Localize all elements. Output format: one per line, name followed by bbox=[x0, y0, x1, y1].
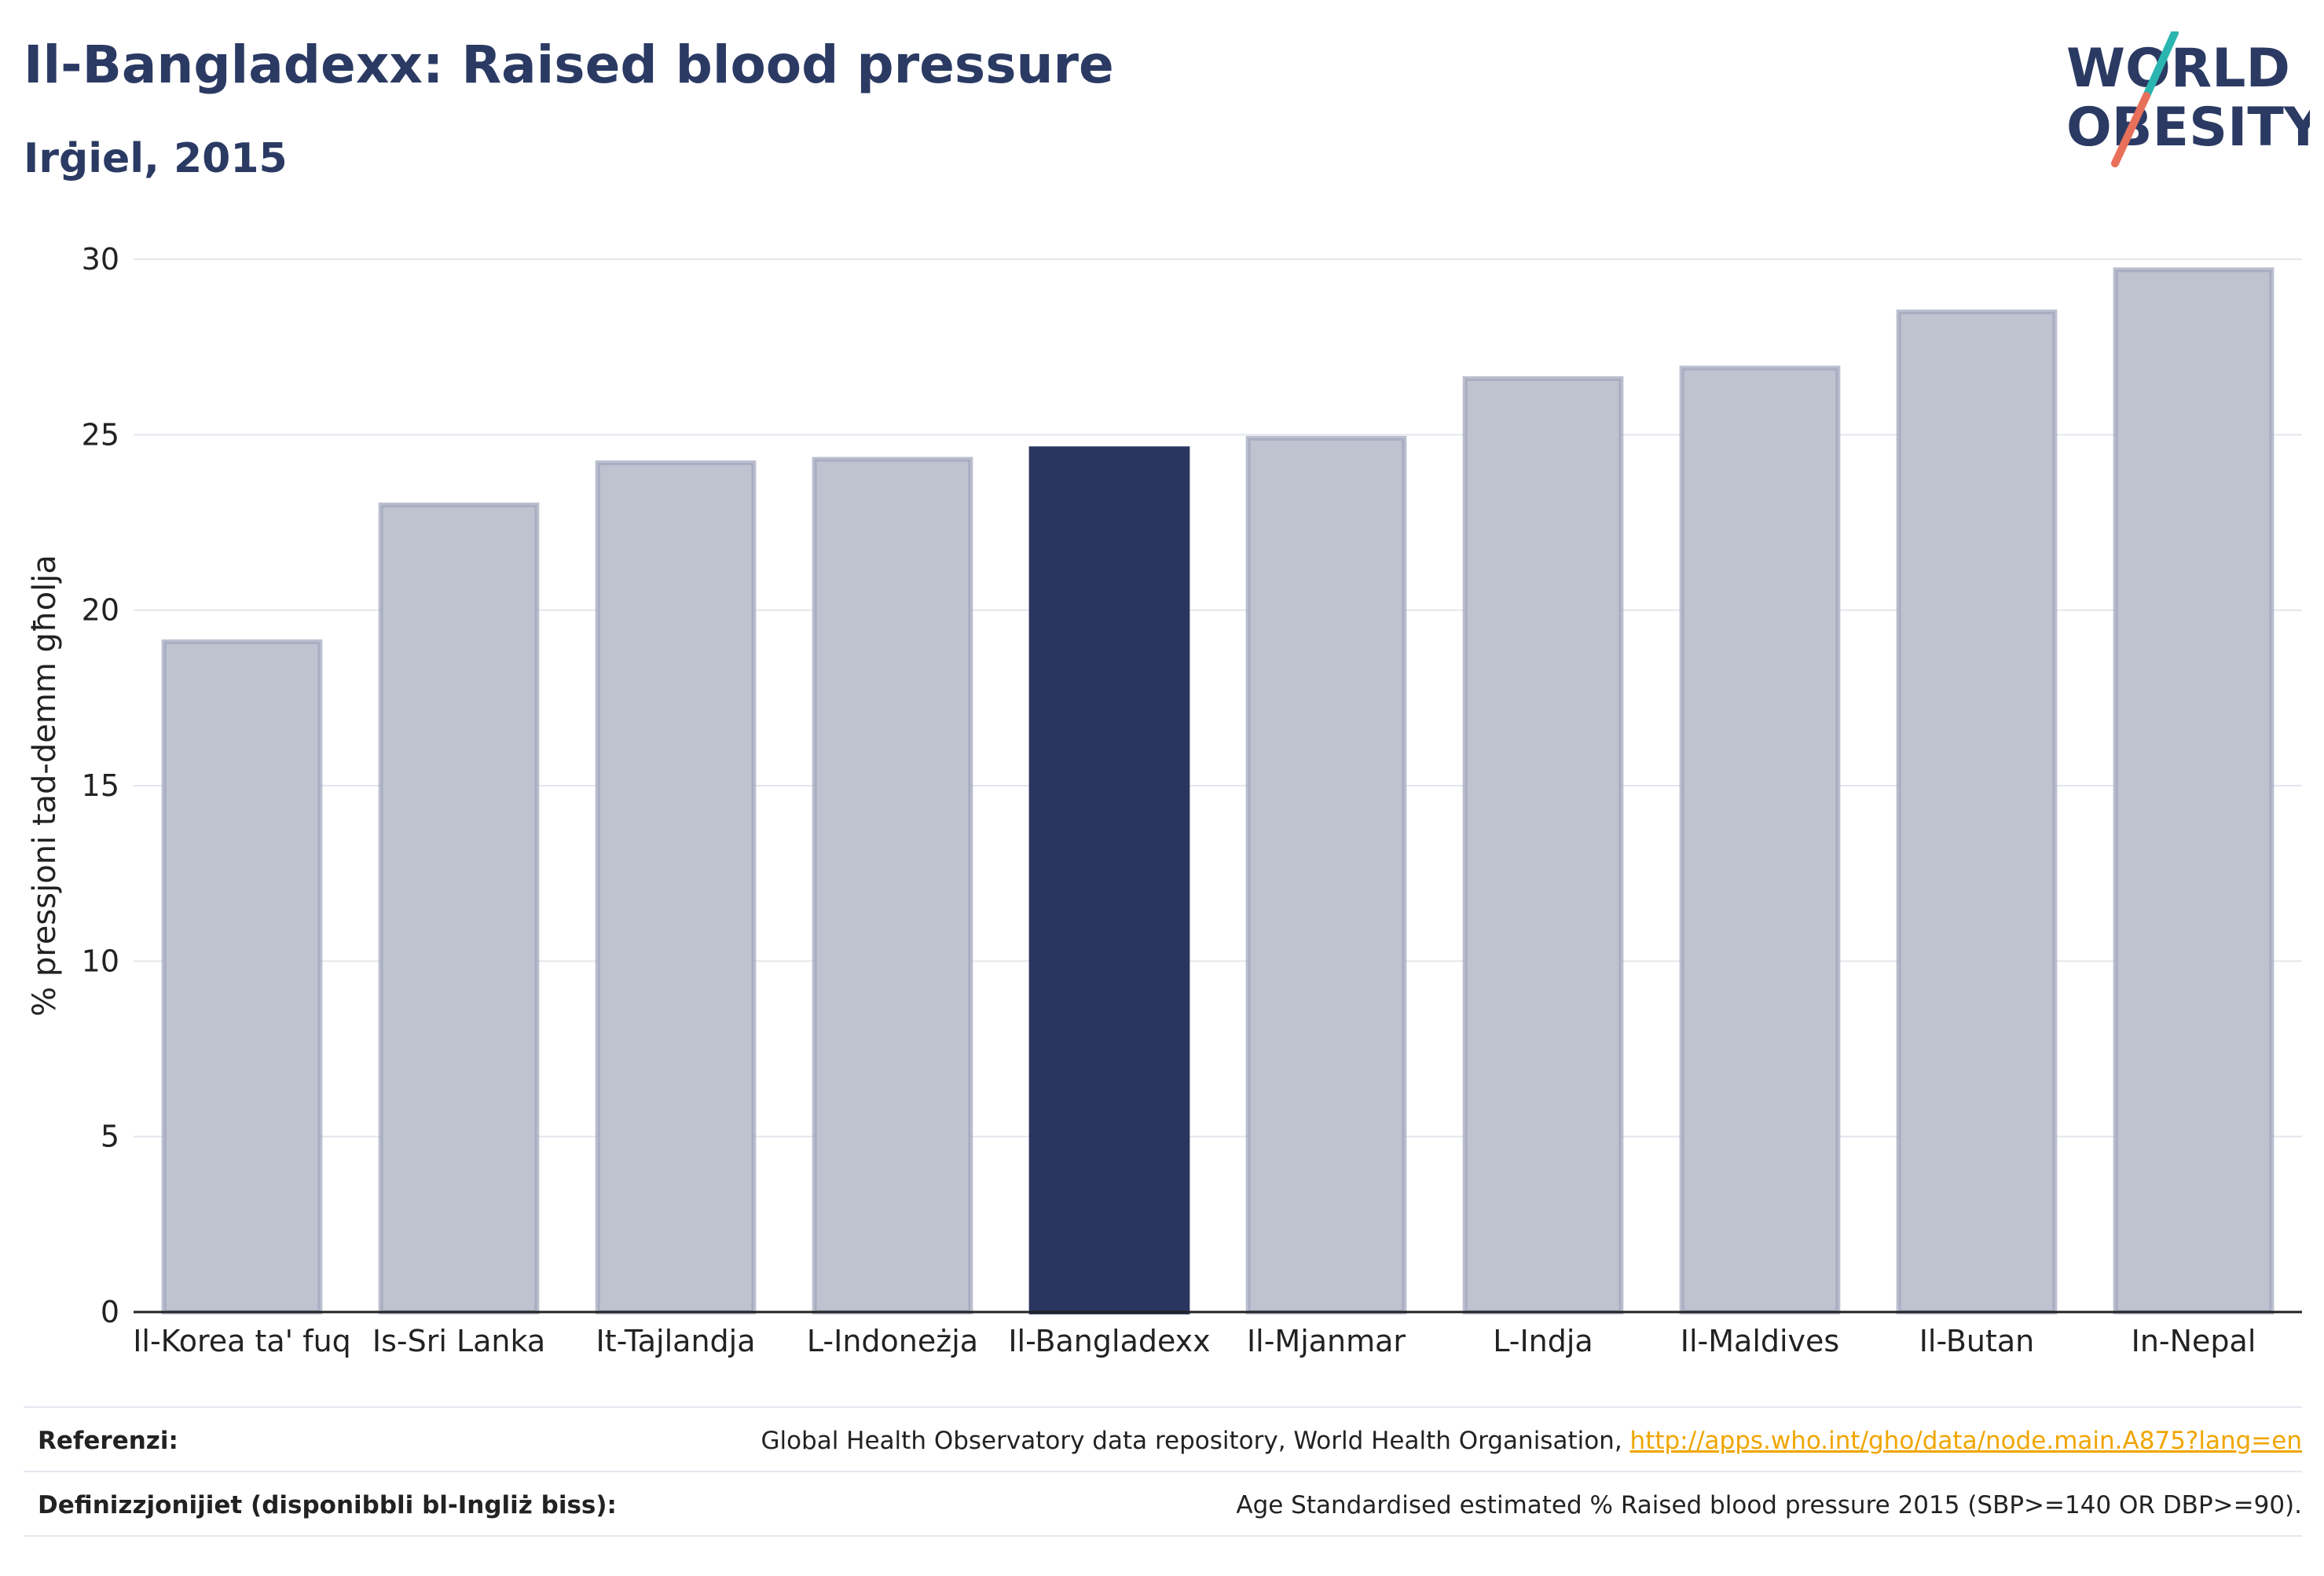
bar bbox=[1679, 365, 1841, 1314]
logo-slash-teal bbox=[2143, 31, 2179, 100]
x-tick-label: It-Tajlandja bbox=[596, 1324, 756, 1358]
definitions-value: Age Standardised estimated % Raised bloo… bbox=[1236, 1491, 2302, 1519]
y-tick-label: 15 bbox=[82, 768, 119, 803]
bar bbox=[1245, 435, 1407, 1314]
references-text: Global Health Observatory data repositor… bbox=[761, 1427, 1630, 1455]
chart-title: Il-Bangladexx: Raised blood pressure bbox=[24, 35, 1114, 95]
bar bbox=[595, 460, 757, 1314]
logo-line2: OBESITY bbox=[2066, 97, 2310, 159]
definitions-label: Definizzjonijiet (disponibbli bl-Ingliż … bbox=[38, 1491, 617, 1519]
y-tick-label: 5 bbox=[101, 1120, 119, 1154]
y-tick-label: 20 bbox=[82, 593, 119, 628]
x-tick-label: Il-Bangladexx bbox=[1008, 1324, 1210, 1358]
y-tick-label: 25 bbox=[82, 417, 119, 452]
definitions-row: Definizzjonijiet (disponibbli bl-Ingliż … bbox=[24, 1471, 2302, 1535]
y-tick-label: 30 bbox=[82, 242, 119, 277]
references-row: Referenzi: Global Health Observatory dat… bbox=[24, 1406, 2302, 1471]
bar-chart: 0 5 10 15 20 25 30 Il-Korea ta' fuq Is-Sri Lank… bbox=[27, 242, 2302, 1358]
bar bbox=[1896, 310, 2058, 1314]
bar bbox=[812, 456, 973, 1314]
y-tick-label: 10 bbox=[82, 944, 119, 978]
bars bbox=[161, 267, 2275, 1315]
x-tick-label: L-Indoneżja bbox=[807, 1324, 978, 1358]
bar bbox=[378, 502, 540, 1315]
y-tick-label: 0 bbox=[101, 1295, 119, 1329]
x-tick-label: Is-Sri Lanka bbox=[372, 1324, 545, 1358]
bar bbox=[2113, 267, 2275, 1314]
x-tick-label: Il-Mjanmar bbox=[1247, 1324, 1406, 1358]
x-tick-labels: Il-Korea ta' fuq Is-Sri Lanka It-Tajlandja… bbox=[133, 1324, 2256, 1358]
x-tick-label: In-Nepal bbox=[2132, 1324, 2256, 1358]
bar-highlighted bbox=[1028, 446, 1190, 1315]
y-tick-labels: 0 5 10 15 20 25 30 bbox=[82, 242, 119, 1329]
references-link[interactable]: http://apps.who.int/gho/data/node.main.A… bbox=[1629, 1427, 2302, 1455]
world-obesity-logo: WORLD OBESITY bbox=[2066, 31, 2310, 167]
x-tick-label: Il-Korea ta' fuq bbox=[133, 1324, 351, 1358]
references-value: Global Health Observatory data repositor… bbox=[761, 1427, 2302, 1455]
x-tick-label: L-Indja bbox=[1493, 1324, 1593, 1358]
y-axis-label: % pressjoni tad-demm għolja bbox=[27, 555, 63, 1017]
footer-bottom-border bbox=[24, 1535, 2302, 1537]
logo-line1: WORLD bbox=[2066, 38, 2290, 100]
x-tick-label: Il-Maldives bbox=[1681, 1324, 1839, 1358]
references-label: Referenzi: bbox=[38, 1427, 178, 1455]
logo-slash-coral bbox=[2111, 92, 2150, 167]
x-tick-label: Il-Butan bbox=[1919, 1324, 2035, 1358]
chart-subtitle: Irġiel, 2015 bbox=[24, 135, 288, 182]
bar bbox=[161, 639, 323, 1314]
bar bbox=[1462, 376, 1624, 1314]
